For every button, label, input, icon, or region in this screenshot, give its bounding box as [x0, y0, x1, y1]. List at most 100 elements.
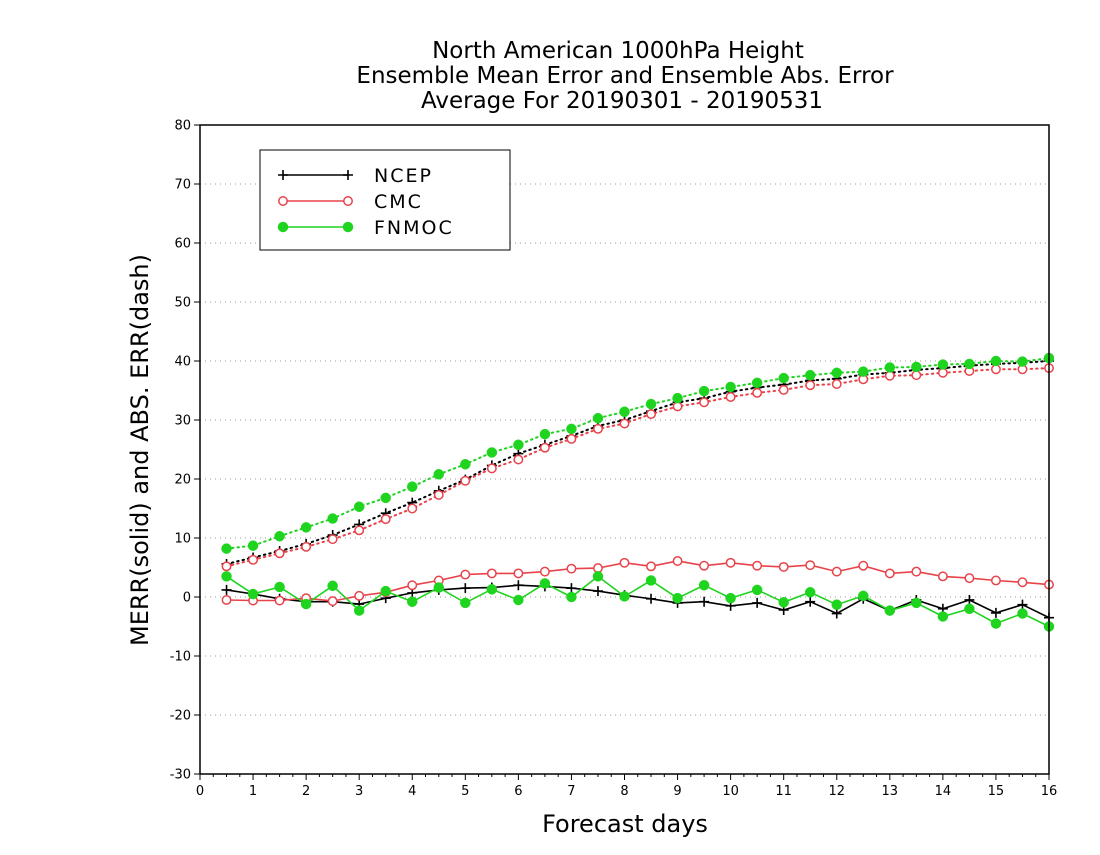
data-point	[248, 554, 259, 565]
data-point	[831, 379, 842, 389]
x-tick-label: 15	[988, 784, 1005, 799]
data-point	[752, 597, 763, 608]
data-point	[778, 384, 789, 395]
data-point	[911, 370, 922, 381]
legend-marker	[278, 170, 288, 180]
data-point	[566, 583, 577, 594]
data-point	[884, 605, 896, 616]
y-tick-label: -10	[170, 650, 191, 665]
legend-label: FNMOC	[374, 217, 454, 239]
legend-entry-fnmoc: FNMOC	[277, 217, 454, 239]
chart-title-line-3: Average For 20190301 - 20190531	[421, 88, 823, 114]
data-point	[752, 387, 763, 398]
x-axis-ticks: 0 1 2 3 4 5 6 7 8 9 10 11 12 13 14 15 16	[196, 774, 1057, 799]
data-point	[858, 366, 869, 377]
data-point	[221, 584, 232, 595]
legend-marker	[343, 170, 353, 180]
x-tick-label: 5	[461, 784, 469, 799]
y-tick-label: 0	[183, 591, 191, 606]
data-point	[990, 607, 1001, 618]
legend: NCEP CMC FNMOC	[259, 149, 511, 251]
data-point	[672, 401, 683, 412]
data-point	[619, 557, 630, 568]
data-point	[274, 595, 285, 606]
data-point	[646, 593, 657, 604]
x-tick-label: 4	[408, 784, 416, 799]
data-point	[990, 618, 1002, 629]
data-point	[805, 596, 816, 607]
x-tick-label: 7	[567, 784, 575, 799]
x-tick-label: 1	[249, 784, 257, 799]
data-point	[380, 514, 391, 525]
data-point	[566, 591, 577, 603]
x-tick-label: 8	[620, 784, 628, 799]
data-point	[354, 590, 365, 601]
data-point	[380, 492, 391, 504]
data-point	[805, 560, 816, 571]
data-point	[274, 530, 285, 542]
data-point	[911, 361, 922, 373]
data-point	[1017, 608, 1028, 619]
x-tick-label: 6	[514, 784, 522, 799]
data-point	[407, 503, 418, 514]
data-point	[433, 489, 444, 500]
data-point	[831, 599, 842, 610]
data-point	[884, 568, 895, 579]
data-point	[645, 398, 657, 410]
y-tick-label: -20	[170, 709, 191, 724]
data-point	[1017, 577, 1028, 588]
data-point	[301, 541, 312, 552]
x-tick-label: 16	[1041, 784, 1058, 799]
data-point	[592, 412, 604, 424]
data-point	[539, 578, 551, 589]
y-tick-label: 10	[174, 532, 191, 547]
y-tick-label: 40	[174, 355, 191, 370]
data-point	[751, 584, 763, 596]
data-point	[619, 418, 630, 429]
data-point	[699, 560, 710, 571]
data-point	[937, 611, 949, 622]
data-point	[937, 359, 949, 370]
data-point	[460, 597, 471, 609]
legend-entry-cmc: CMC	[278, 191, 421, 213]
y-tick-label: -30	[170, 768, 191, 783]
data-point	[592, 571, 604, 582]
data-point	[353, 605, 365, 616]
legend-marker	[277, 221, 289, 233]
legend-entry-ncep: NCEP	[278, 165, 431, 187]
data-point	[884, 370, 895, 381]
data-point	[566, 423, 577, 435]
data-point	[592, 586, 603, 597]
y-tick-label: 60	[174, 237, 191, 252]
data-point	[990, 364, 1001, 375]
data-point	[300, 598, 312, 610]
data-point	[593, 423, 603, 434]
data-point	[353, 501, 365, 512]
data-point	[486, 463, 497, 474]
x-tick-label: 14	[935, 784, 952, 799]
data-point	[486, 447, 498, 458]
data-point	[486, 584, 498, 595]
data-point	[407, 481, 418, 492]
series-fnmoc-solid	[221, 571, 1055, 632]
data-point	[858, 590, 869, 602]
data-point	[805, 380, 816, 391]
data-point	[937, 367, 948, 378]
x-axis-title: Forecast days	[542, 810, 708, 838]
y-tick-label: 70	[174, 178, 191, 193]
x-tick-label: 0	[196, 784, 204, 799]
data-point	[566, 433, 577, 444]
x-tick-label: 13	[882, 784, 899, 799]
data-point	[539, 442, 550, 453]
y-tick-label: 50	[174, 296, 191, 311]
data-point	[460, 583, 471, 594]
data-point	[672, 592, 683, 604]
data-point	[804, 587, 816, 598]
data-point	[990, 355, 1002, 367]
data-point	[221, 595, 232, 605]
data-point	[247, 588, 259, 600]
chart-title-line-1: North American 1000hPa Height	[432, 38, 804, 64]
